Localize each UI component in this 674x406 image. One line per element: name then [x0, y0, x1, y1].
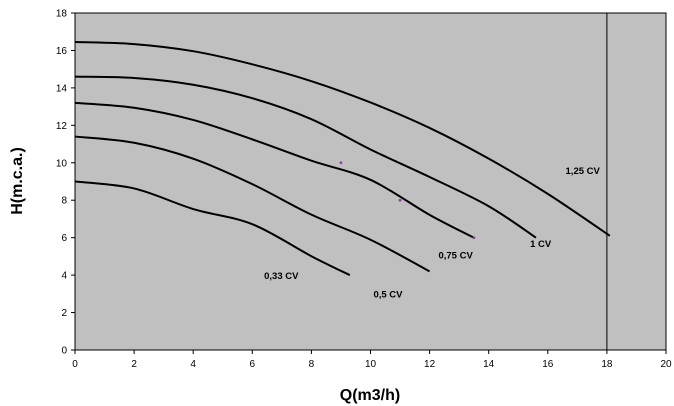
y-tick-label-3: 6	[61, 233, 67, 244]
pump-curves	[74, 41, 611, 277]
series-line-3	[74, 75, 537, 239]
x-tick-label-6: 12	[424, 359, 436, 370]
x-tick-label-8: 16	[542, 359, 554, 370]
y-tick-label-5: 10	[56, 158, 68, 169]
x-tick-label-1: 2	[131, 359, 137, 370]
markers	[339, 161, 476, 240]
x-axis-title: Q(m3/h)	[340, 387, 400, 404]
series-line-0	[74, 180, 351, 277]
plot-area	[74, 12, 667, 351]
y-tick-label-8: 16	[56, 46, 68, 57]
x-axis: 0 2 4 6 8 10 12 14 16 18 20	[72, 350, 672, 370]
x-tick-label-10: 20	[660, 359, 672, 370]
marker-0	[339, 161, 343, 165]
marker-2	[472, 236, 476, 240]
y-axis: 0 2 4 6 8 10 12 14 16 18	[56, 9, 75, 357]
x-tick-label-9: 18	[601, 359, 613, 370]
series-line-1	[74, 135, 431, 273]
marker-1	[398, 198, 402, 202]
x-tick-label-5: 10	[365, 359, 377, 370]
y-axis-title: H(m.c.a.)	[9, 147, 26, 215]
curve-label-0: 0,33 CV	[264, 271, 299, 282]
x-tick-label-7: 14	[483, 359, 495, 370]
curve-label-3: 1 CV	[530, 239, 552, 250]
y-tick-label-7: 14	[56, 83, 68, 94]
curve-label-2: 0,75 CV	[438, 250, 473, 261]
series-line-2	[74, 101, 475, 239]
x-tick-label-2: 4	[190, 359, 196, 370]
curve-label-4: 1,25 CV	[566, 166, 601, 177]
x-tick-label-0: 0	[72, 359, 78, 370]
y-tick-label-1: 2	[61, 308, 67, 319]
y-tick-label-0: 0	[61, 346, 67, 357]
y-tick-label-4: 8	[61, 196, 67, 207]
y-tick-label-6: 12	[56, 121, 68, 132]
x-tick-label-4: 8	[309, 359, 315, 370]
series-line-4	[74, 41, 611, 237]
x-tick-label-3: 6	[250, 359, 256, 370]
y-tick-label-9: 18	[56, 9, 68, 20]
curve-label-1: 0,5 CV	[373, 290, 403, 301]
y-tick-label-2: 4	[61, 271, 67, 282]
curve-labels: 0,33 CV 0,5 CV 0,75 CV 1 CV 1,25 CV	[264, 166, 600, 301]
